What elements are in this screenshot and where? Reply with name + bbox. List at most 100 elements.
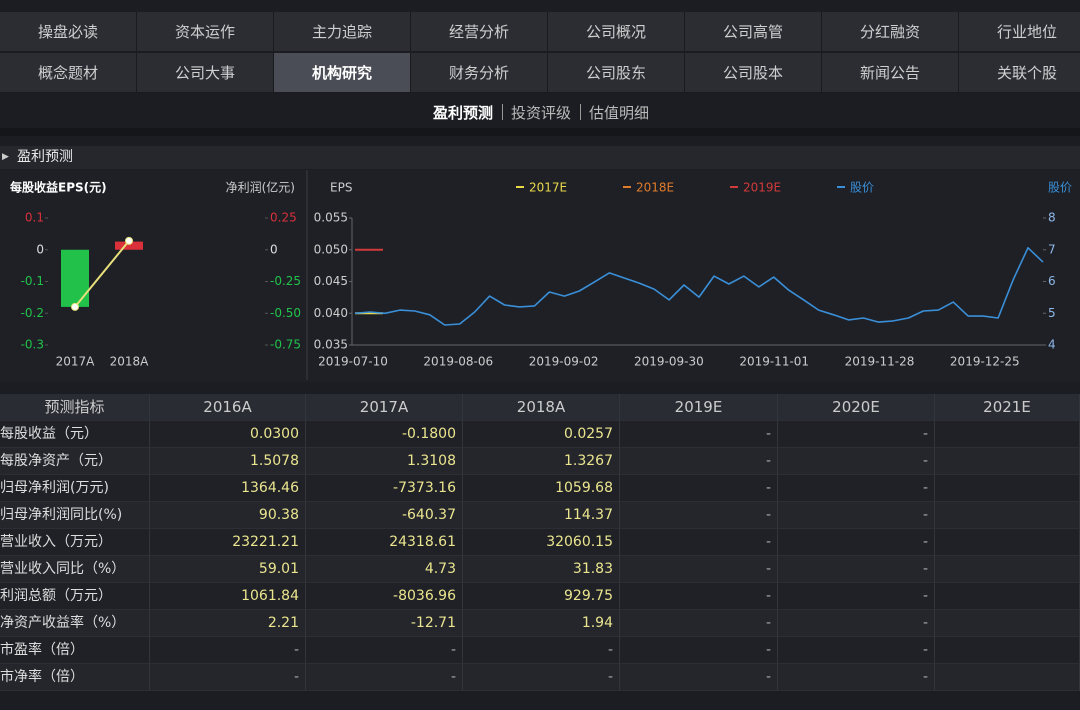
table-cell: -	[778, 502, 935, 529]
legend-label: 2017E	[529, 181, 567, 195]
y-tick-label: -0.3	[21, 338, 44, 352]
table-cell: -	[620, 529, 778, 556]
separator	[502, 104, 503, 120]
row-label: 市盈率（倍）	[0, 637, 150, 664]
table-cell: -	[463, 664, 620, 691]
table-cell: -	[150, 637, 306, 664]
separator	[580, 104, 581, 120]
nav-tab[interactable]: 行业地位	[959, 12, 1080, 52]
x-tick-label: 2019-11-01	[739, 355, 809, 369]
table-cell: 1.94	[463, 610, 620, 637]
y2-tick-label: 0.25	[270, 211, 297, 225]
divider	[0, 128, 1080, 136]
charts: 每股收益EPS(元) 净利润(亿元) 0.1 0 -0.1 -0.2 -0.3 0.25 0 -0…	[0, 170, 1080, 382]
table-cell: -12.71	[306, 610, 463, 637]
table-cell: -	[463, 637, 620, 664]
y-axis-label: EPS	[330, 181, 352, 195]
x-tick-label: 2017A	[56, 355, 96, 369]
table-cell: -	[620, 610, 778, 637]
y-tick-label: -0.2	[21, 306, 44, 320]
row-label: 营业收入同比（%）	[0, 556, 150, 583]
row-label: 营业收入（万元）	[0, 529, 150, 556]
table-cell: 24318.61	[306, 529, 463, 556]
row-label: 市净率（倍）	[0, 664, 150, 691]
y2-tick-label: -0.50	[270, 306, 301, 320]
nav-tab[interactable]: 分红融资	[822, 12, 959, 52]
y2-tick-label: 0	[270, 242, 278, 256]
point	[125, 236, 133, 245]
y2-tick-label: 5	[1048, 306, 1056, 320]
table-cell: 59.01	[150, 556, 306, 583]
row-label: 净资产收益率（%）	[0, 610, 150, 637]
table-cell	[935, 475, 1080, 502]
table-cell	[935, 637, 1080, 664]
table-header: 2017A	[306, 394, 463, 421]
table-cell: 0.0300	[150, 421, 306, 448]
subtab[interactable]: 盈利预测	[433, 104, 494, 122]
table-header: 2020E	[778, 394, 935, 421]
nav-tab[interactable]: 概念题材	[0, 53, 137, 93]
nav-tab[interactable]: 公司股东	[548, 53, 685, 93]
table-cell	[935, 529, 1080, 556]
table-cell	[935, 421, 1080, 448]
x-tick-label: 2019-08-06	[423, 355, 493, 369]
y-tick-label: 0.045	[314, 274, 348, 288]
section-header: ▶ 盈利预测	[0, 146, 1080, 169]
nav-tab[interactable]: 财务分析	[411, 53, 548, 93]
table-cell: -	[306, 664, 463, 691]
bar	[61, 249, 89, 307]
table-cell: -0.1800	[306, 421, 463, 448]
table-cell: -	[620, 502, 778, 529]
y2-tick-label: 8	[1048, 211, 1056, 225]
nav-tab[interactable]: 主力追踪	[274, 12, 411, 52]
nav-tab[interactable]: 新闻公告	[822, 53, 959, 93]
row-label: 归母净利润同比(%)	[0, 502, 150, 529]
subtab[interactable]: 估值明细	[589, 104, 650, 122]
y-tick-label: -0.1	[21, 274, 44, 288]
subtabs: 盈利预测 投资评级 估值明细	[0, 96, 1080, 128]
table-cell: -	[778, 637, 935, 664]
x-tick-label: 2019-09-30	[634, 355, 704, 369]
table-cell: -	[150, 664, 306, 691]
nav-tab[interactable]: 经营分析	[411, 12, 548, 52]
chart-title: 每股收益EPS(元)	[10, 180, 107, 195]
table-header: 预测指标	[0, 394, 150, 421]
table-cell: -	[778, 610, 935, 637]
nav-tab[interactable]: 公司大事	[137, 53, 274, 93]
legend-label: 2019E	[743, 181, 781, 195]
table-cell: 90.38	[150, 502, 306, 529]
nav: 操盘必读 资本运作 主力追踪 经营分析 公司概况 公司高管 分红融资 行业地位概念题材 公司大事…	[0, 12, 1080, 94]
table-cell: -	[620, 421, 778, 448]
nav-tab[interactable]: 资本运作	[137, 12, 274, 52]
nav-tab[interactable]: 公司高管	[685, 12, 822, 52]
nav-tab[interactable]: 关联个股	[959, 53, 1080, 93]
table-cell: -	[778, 421, 935, 448]
y2-tick-label: 7	[1048, 242, 1056, 256]
table-cell: 1.3267	[463, 448, 620, 475]
subtab[interactable]: 投资评级	[511, 104, 572, 122]
table-cell: -	[620, 637, 778, 664]
chart-bg	[0, 170, 1080, 382]
table-cell: -	[306, 637, 463, 664]
table-cell: 929.75	[463, 583, 620, 610]
table-cell: -	[778, 529, 935, 556]
y2-axis-label: 股价	[1048, 181, 1072, 195]
y2-tick-label: 4	[1048, 338, 1056, 352]
table-cell: 31.83	[463, 556, 620, 583]
point	[71, 302, 79, 311]
y2-tick-label: 6	[1048, 274, 1056, 288]
nav-tab[interactable]: 公司概况	[548, 12, 685, 52]
table-cell: -	[620, 664, 778, 691]
forecast-table: 预测指标 2016A 2017A 2018A 2019E 2020E 2021E 每股收益（元…	[0, 394, 1080, 694]
y2-axis-label: 净利润(亿元)	[226, 180, 295, 195]
table-cell: -640.37	[306, 502, 463, 529]
table-header: 2018A	[463, 394, 620, 421]
table-cell: 1061.84	[150, 583, 306, 610]
nav-tab[interactable]: 机构研究	[274, 53, 411, 93]
y-tick-label: 0	[36, 242, 44, 256]
nav-tab[interactable]: 公司股本	[685, 53, 822, 93]
nav-tab[interactable]: 操盘必读	[0, 12, 137, 52]
y-tick-label: 0.040	[314, 306, 348, 320]
section-title: 盈利预测	[17, 149, 73, 165]
table-cell: 1364.46	[150, 475, 306, 502]
